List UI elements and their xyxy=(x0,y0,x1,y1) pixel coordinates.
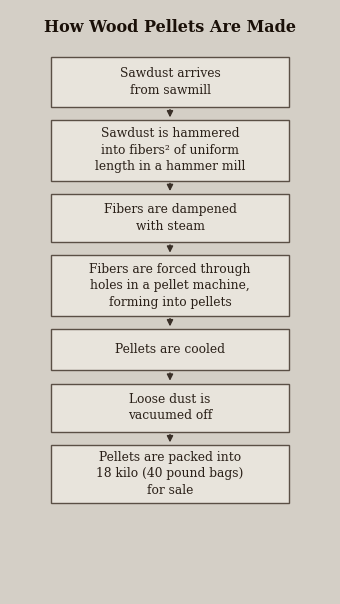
FancyBboxPatch shape xyxy=(51,329,289,370)
Text: Pellets are packed into
18 kilo (40 pound bags)
for sale: Pellets are packed into 18 kilo (40 poun… xyxy=(96,451,244,497)
FancyBboxPatch shape xyxy=(51,255,289,316)
FancyBboxPatch shape xyxy=(51,57,289,107)
Text: How Wood Pellets Are Made: How Wood Pellets Are Made xyxy=(44,19,296,36)
FancyBboxPatch shape xyxy=(51,120,289,181)
Text: Loose dust is
vacuumed off: Loose dust is vacuumed off xyxy=(128,393,212,422)
Text: Fibers are dampened
with steam: Fibers are dampened with steam xyxy=(104,204,236,233)
FancyBboxPatch shape xyxy=(51,445,289,503)
Text: Sawdust is hammered
into fibers² of uniform
length in a hammer mill: Sawdust is hammered into fibers² of unif… xyxy=(95,127,245,173)
Text: Fibers are forced through
holes in a pellet machine,
forming into pellets: Fibers are forced through holes in a pel… xyxy=(89,263,251,309)
FancyBboxPatch shape xyxy=(51,194,289,242)
FancyBboxPatch shape xyxy=(51,384,289,432)
Text: Sawdust arrives
from sawmill: Sawdust arrives from sawmill xyxy=(120,68,220,97)
Text: Pellets are cooled: Pellets are cooled xyxy=(115,343,225,356)
